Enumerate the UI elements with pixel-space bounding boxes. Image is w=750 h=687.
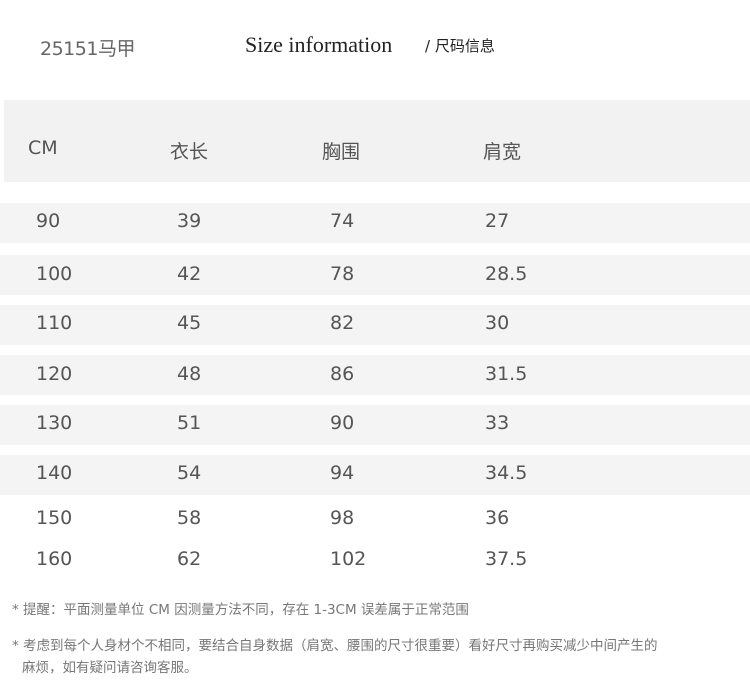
- cell-size: 110: [36, 312, 73, 334]
- cell-chest: 90: [330, 412, 355, 434]
- header-chest: 胸围: [322, 141, 361, 163]
- header-shoulder: 肩宽: [483, 141, 522, 163]
- cell-length: 58: [177, 507, 202, 529]
- cell-chest: 78: [330, 263, 355, 285]
- note-advice-cont: 麻烦，如有疑问请咨询客服。: [22, 660, 198, 676]
- cell-shoulder: 36: [485, 507, 510, 529]
- page-title: Size information: [245, 32, 393, 57]
- cell-length: 39: [177, 210, 202, 232]
- cell-length: 45: [177, 312, 202, 334]
- cell-size: 90: [36, 210, 61, 232]
- cell-chest: 98: [330, 507, 355, 529]
- cell-chest: 86: [330, 363, 355, 385]
- cell-size: 100: [36, 263, 73, 285]
- cell-length: 48: [177, 363, 202, 385]
- cell-shoulder: 30: [485, 312, 510, 334]
- row-band: [0, 355, 750, 395]
- cell-size: 160: [36, 548, 73, 570]
- cell-length: 42: [177, 263, 202, 285]
- cell-size: 120: [36, 363, 73, 385]
- row-band: [0, 255, 750, 295]
- note-advice: * 考虑到每个人身材个不相同，要结合自身数据（肩宽、腰围的尺寸很重要）看好尺寸再…: [12, 638, 658, 654]
- cell-shoulder: 34.5: [485, 462, 528, 484]
- row-band: [0, 305, 750, 345]
- note-measurement: * 提醒：平面测量单位 CM 因测量方法不同，存在 1-3CM 误差属于正常范围: [12, 602, 469, 618]
- cell-chest: 102: [330, 548, 367, 570]
- row-band: [0, 405, 750, 445]
- header-length: 衣长: [170, 141, 209, 163]
- cell-chest: 82: [330, 312, 355, 334]
- header-cm: CM: [28, 137, 58, 159]
- row-band: [0, 455, 750, 495]
- product-code: 25151马甲: [40, 38, 135, 60]
- table-header-band: [4, 100, 750, 182]
- cell-length: 51: [177, 412, 202, 434]
- cell-size: 150: [36, 507, 73, 529]
- cell-shoulder: 27: [485, 210, 510, 232]
- cell-chest: 94: [330, 462, 355, 484]
- cell-length: 54: [177, 462, 202, 484]
- page-title-cn: / 尺码信息: [425, 37, 495, 55]
- cell-shoulder: 31.5: [485, 363, 528, 385]
- cell-size: 130: [36, 412, 73, 434]
- cell-chest: 74: [330, 210, 355, 232]
- cell-shoulder: 37.5: [485, 548, 528, 570]
- cell-size: 140: [36, 462, 73, 484]
- cell-shoulder: 33: [485, 412, 510, 434]
- cell-length: 62: [177, 548, 202, 570]
- cell-shoulder: 28.5: [485, 263, 528, 285]
- row-band: [0, 203, 750, 243]
